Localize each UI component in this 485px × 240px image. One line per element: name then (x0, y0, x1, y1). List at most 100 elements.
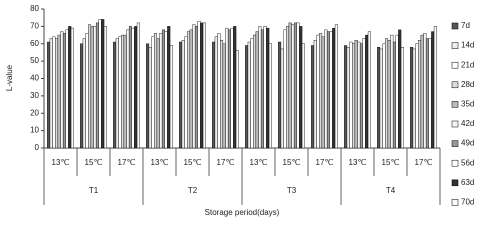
bar (55, 38, 59, 149)
bar (428, 38, 432, 149)
bar (93, 26, 97, 149)
bar (128, 26, 132, 149)
x-tick-label: 13℃ (151, 158, 169, 167)
bar (161, 29, 165, 149)
legend-label: 28d (461, 80, 474, 89)
bar (187, 31, 191, 149)
legend-swatch (451, 61, 459, 69)
x-tick-label: 13℃ (52, 158, 70, 167)
bar (425, 38, 429, 149)
bar (293, 22, 297, 149)
bar (280, 48, 284, 149)
bar (301, 43, 305, 149)
bar (316, 34, 320, 149)
legend-label: 35d (461, 100, 474, 109)
bar (385, 38, 389, 149)
bar (49, 38, 53, 149)
x-tick-label: 15℃ (184, 158, 202, 167)
bar (379, 48, 383, 149)
bar (382, 43, 386, 149)
bar (167, 26, 171, 149)
bar (189, 29, 193, 149)
bar (233, 26, 237, 149)
bar (156, 38, 160, 149)
bar (88, 24, 92, 149)
bar (250, 38, 254, 149)
bar (225, 27, 229, 149)
legend-swatch (451, 22, 459, 30)
bar (395, 34, 399, 149)
bar (324, 29, 328, 149)
bar (194, 26, 198, 149)
bar (62, 33, 66, 149)
legend-label: 49d (461, 139, 474, 148)
bar (313, 40, 317, 149)
y-axis-label: L-value (5, 64, 14, 91)
x-axis-label: Storage period(days) (205, 208, 280, 217)
bar (367, 31, 371, 149)
bar (412, 48, 416, 149)
bar (101, 19, 105, 149)
bar (332, 27, 336, 149)
bar (377, 47, 381, 149)
bar (263, 26, 267, 149)
bar (354, 40, 358, 149)
legend-label: 21d (461, 60, 474, 69)
bar (352, 43, 356, 149)
bar (80, 43, 84, 149)
bar (260, 29, 264, 149)
bar (319, 33, 323, 149)
legend-label: 56d (461, 158, 474, 167)
bar (311, 45, 315, 149)
bar (103, 26, 107, 149)
bar (398, 29, 402, 149)
bar (410, 47, 414, 149)
legend-label: 7d (461, 21, 470, 30)
chart: L-value Storage period(days) 0 10 20 30 40 50… (5, 4, 474, 217)
bar (126, 29, 130, 149)
bar (283, 29, 287, 149)
bar (362, 38, 366, 149)
bar (154, 33, 158, 149)
bar (387, 40, 391, 149)
bar (159, 33, 163, 149)
bar (326, 31, 330, 149)
bar (288, 22, 292, 149)
x-tick-label: 15℃ (283, 158, 301, 167)
bar (169, 45, 173, 149)
bar (431, 31, 435, 149)
bar (148, 47, 152, 149)
bar (418, 40, 422, 149)
group-label: T2 (188, 186, 198, 195)
bar (390, 34, 394, 149)
bar (359, 43, 363, 149)
bar (420, 34, 424, 149)
legend-label: 42d (461, 119, 474, 128)
group-label: T3 (287, 186, 297, 195)
bar (334, 24, 338, 149)
legend-label: 70d (461, 198, 474, 207)
bar (65, 29, 69, 149)
y-tick-label: 40 (30, 74, 39, 83)
bar (286, 26, 290, 149)
bar (291, 24, 295, 149)
bar (227, 29, 231, 149)
bar (415, 43, 419, 149)
bar (113, 41, 117, 149)
x-tick-label: 17℃ (118, 158, 136, 167)
bar (57, 34, 61, 149)
bar (192, 24, 196, 149)
bar (68, 26, 72, 149)
bar (197, 20, 201, 149)
legend-swatch (451, 120, 459, 128)
bar (433, 26, 437, 149)
bar (70, 27, 74, 149)
bar (235, 50, 239, 149)
legend-swatch (451, 179, 459, 187)
bar (151, 36, 155, 149)
bar (255, 31, 259, 149)
bar (47, 41, 51, 149)
x-tick-label: 17℃ (415, 158, 433, 167)
bar (344, 45, 348, 149)
bar (146, 43, 150, 149)
